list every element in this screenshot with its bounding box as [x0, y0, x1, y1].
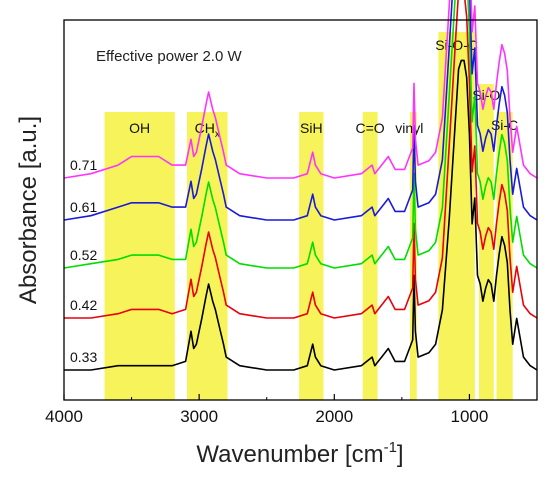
x-tick-label-2000: 2000: [315, 407, 353, 426]
series-lines: [63, 0, 538, 371]
x-axis-label-superscript: -1: [384, 439, 397, 456]
series-line-0.52: [63, 0, 538, 269]
band-highlights: [104, 32, 513, 400]
series-line-0.61: [63, 0, 538, 221]
series-label-0.52: 0.52: [70, 247, 97, 263]
series-line-0.33: [64, 59, 538, 371]
y-axis-label: Absorbance [a.u.]: [15, 116, 42, 304]
x-tick-label-4000: 4000: [45, 407, 83, 426]
band-label-si-c: Si-C: [491, 117, 518, 133]
band-ch: [186, 112, 228, 400]
x-tick-label-1000: 1000: [451, 407, 489, 426]
band-label-ch: CHx: [195, 120, 220, 140]
x-tick-label-3000: 3000: [180, 407, 218, 426]
band-oh: [104, 112, 175, 400]
series-label-0.71: 0.71: [70, 157, 97, 173]
band-label-vinyl: vinyl: [395, 120, 423, 136]
band-label-sih: SiH: [300, 120, 323, 136]
x-axis-label-main: Wavenumber [cm: [196, 441, 383, 468]
power-annotation: Effective power 2.0 W: [96, 48, 242, 65]
series-label-0.33: 0.33: [70, 349, 97, 365]
x-axis-label-end: ]: [397, 441, 404, 468]
x-axis-ticks: 4000 3000 2000 1000: [45, 394, 538, 426]
series-label-0.42: 0.42: [70, 297, 97, 313]
band-label-oh: OH: [129, 120, 150, 136]
series-label-0.61: 0.61: [70, 199, 97, 215]
series-labels: 0.33 0.42 0.52 0.61 0.71: [70, 157, 97, 365]
plot-frame: [63, 19, 538, 401]
band-si-o: [478, 84, 494, 400]
series-line-0.71: [63, 0, 538, 179]
x-axis-label: Wavenumber [cm-1]: [196, 439, 403, 468]
band-label-c-o: C=O: [356, 120, 385, 136]
series-line-0.42: [64, 0, 538, 319]
